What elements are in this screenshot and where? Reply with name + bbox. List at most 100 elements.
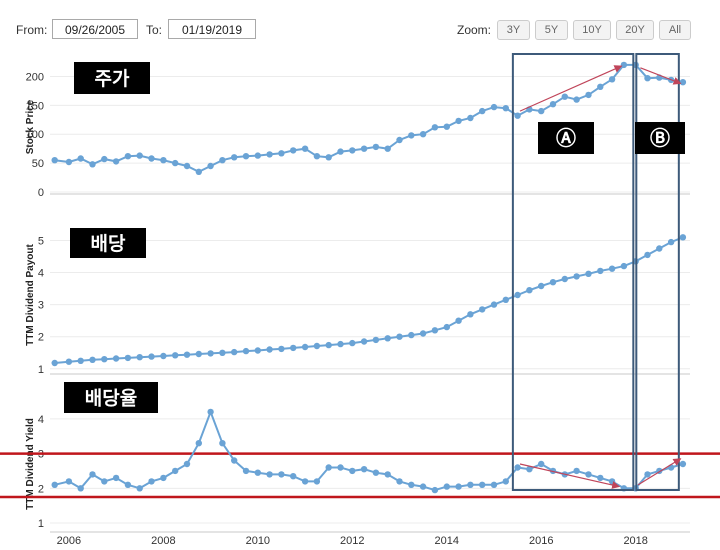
data-point [585,91,592,99]
data-point [372,143,380,151]
to-date-input[interactable]: 01/19/2019 [168,19,256,39]
data-point [526,466,533,473]
data-point [561,275,568,283]
data-point [266,346,273,353]
data-point [443,123,450,130]
zoom-all-button[interactable]: All [659,20,691,40]
data-point [479,306,486,313]
data-point [89,161,96,168]
zoom-5y-button[interactable]: 5Y [535,20,568,40]
data-point [231,348,238,356]
price-annotation-tag: 주가 [95,68,130,90]
data-point [549,101,557,108]
data-point [349,147,356,154]
data-point [172,352,179,359]
data-point [112,474,120,482]
data-point [89,471,96,478]
period-b-price-trend-arrow [640,67,682,85]
data-point [290,473,297,480]
data-point [455,317,462,324]
data-point [124,481,132,488]
data-point [490,481,498,488]
data-point [360,466,368,473]
data-point [89,356,96,363]
data-point [679,79,687,86]
data-point [561,93,568,100]
zoom-label: Zoom: [457,23,492,37]
data-point [372,469,380,476]
data-point [384,335,391,342]
zoom-3y-button[interactable]: 3Y [497,20,530,40]
to-label: To: [146,23,163,37]
data-point [337,464,344,471]
dividend-annotation-tag-bg [70,228,146,258]
from-date-input[interactable]: 09/26/2005 [52,19,138,39]
y-tick-label: 1 [38,518,44,530]
data-point [608,478,616,485]
panel-2-y-axis-label: TTM Dividend Payout [25,243,36,345]
data-point [502,296,509,303]
data-point [313,153,321,160]
data-point [337,148,344,155]
data-point [219,349,226,356]
zoom-10y-button[interactable]: 10Y [573,20,611,40]
data-point [242,347,250,355]
data-point [514,112,521,119]
period-a-marker-bg [538,122,594,154]
data-point [148,155,155,162]
data-point [467,114,474,122]
data-point [101,478,108,485]
data-point [65,478,73,485]
data-point [101,155,108,163]
data-point [148,353,155,360]
panel-3-y-axis-label: TTM Dividend Yield [25,418,36,510]
data-point [124,354,132,362]
data-point [384,471,391,478]
data-point [231,457,238,464]
y-tick-label: 4 [38,414,44,426]
data-point [384,145,391,152]
data-point [77,357,84,364]
price-annotation-tag-bg [74,62,150,94]
period-b-marker-bg [635,122,685,154]
data-point [431,124,439,131]
data-point [526,287,533,294]
data-point [431,486,439,494]
data-point [290,147,297,154]
data-point [207,408,214,416]
data-point [325,154,332,161]
data-point [620,61,628,69]
y-tick-label: 100 [26,129,44,141]
data-point [51,481,58,488]
data-point [172,159,179,167]
data-point [431,327,439,334]
data-point [360,338,368,345]
data-point [679,460,687,468]
data-point [656,245,663,252]
data-point [160,157,167,164]
data-point [160,474,167,482]
data-point [419,330,427,337]
data-point [112,355,120,362]
data-point [419,131,427,138]
data-point [290,344,297,352]
period-a-box [511,53,635,491]
x-tick-label: 2012 [340,535,364,547]
panel-3-series-line [54,409,684,492]
period-b-box [635,53,680,491]
zoom-20y-button[interactable]: 20Y [616,20,654,40]
data-point [396,136,403,144]
data-point [538,282,545,290]
data-point [490,301,498,308]
data-point [443,323,450,331]
y-tick-label: 2 [38,332,44,344]
period-a-price-trend-arrow [519,65,623,112]
yield-annotation-tag-bg [64,382,158,413]
x-tick-label: 2018 [623,535,647,547]
data-point [585,270,592,277]
data-point [207,350,214,357]
x-tick-label: 2014 [435,535,459,547]
data-point [372,336,380,344]
data-point [51,157,58,164]
